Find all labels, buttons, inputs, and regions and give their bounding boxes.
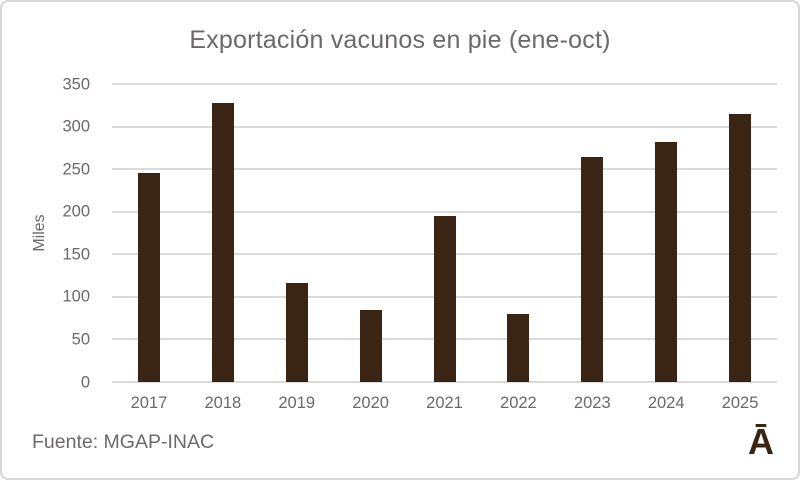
x-axis-tick-labels: 2017 2018 2019 2020 2021 2022 2023 2024 2025 (112, 394, 777, 413)
bar-slot (260, 84, 334, 382)
y-tick-label: 350 (62, 74, 90, 93)
bar-2024 (655, 141, 678, 382)
brand-logo: Ā (748, 421, 774, 462)
y-tick-label: 50 (71, 330, 90, 349)
bar-slot (112, 84, 186, 382)
x-tick-label: 2025 (721, 394, 759, 412)
x-tick-label: 2024 (647, 394, 685, 412)
bar-slot (703, 84, 777, 382)
bar-slot (408, 84, 482, 382)
y-tick-label: 150 (62, 245, 90, 264)
bar-2022 (507, 313, 530, 382)
x-tick-label: 2022 (500, 394, 537, 412)
gridline (112, 168, 777, 171)
bar-2023 (581, 157, 604, 382)
x-tick-label: 2017 (130, 394, 168, 412)
bar-2019 (285, 283, 308, 382)
bar-series (112, 84, 777, 382)
bar-2025 (729, 113, 752, 382)
y-axis-tick-labels: 0 50 100 150 200 250 300 350 (35, 76, 90, 390)
y-tick-label: 300 (62, 117, 90, 136)
x-tick-label: 2021 (426, 394, 463, 412)
y-tick-label: 250 (62, 159, 90, 178)
bar-slot (334, 84, 408, 382)
gridline (112, 210, 777, 213)
plot-area (112, 83, 777, 383)
gridline (112, 125, 777, 128)
source-note: Fuente: MGAP-INAC (32, 431, 215, 453)
bar-2020 (359, 309, 382, 382)
bar-2018 (211, 102, 234, 382)
chart-title: Exportación vacunos en pie (ene-oct) (189, 26, 611, 54)
x-tick-label: 2018 (204, 394, 242, 412)
bar-slot (555, 84, 629, 382)
bar-slot (629, 84, 703, 382)
y-tick-label: 100 (62, 287, 90, 306)
x-tick-label: 2020 (352, 394, 389, 412)
bar-2021 (433, 215, 456, 382)
bar-slot (481, 84, 555, 382)
x-tick-label: 2023 (573, 394, 611, 412)
bar-2017 (137, 173, 160, 382)
bar-slot (186, 84, 260, 382)
gridline (112, 83, 777, 85)
x-tick-label: 2019 (278, 394, 316, 412)
gridline (112, 381, 777, 383)
y-tick-label: 0 (80, 372, 90, 391)
y-tick-label: 200 (62, 202, 90, 221)
